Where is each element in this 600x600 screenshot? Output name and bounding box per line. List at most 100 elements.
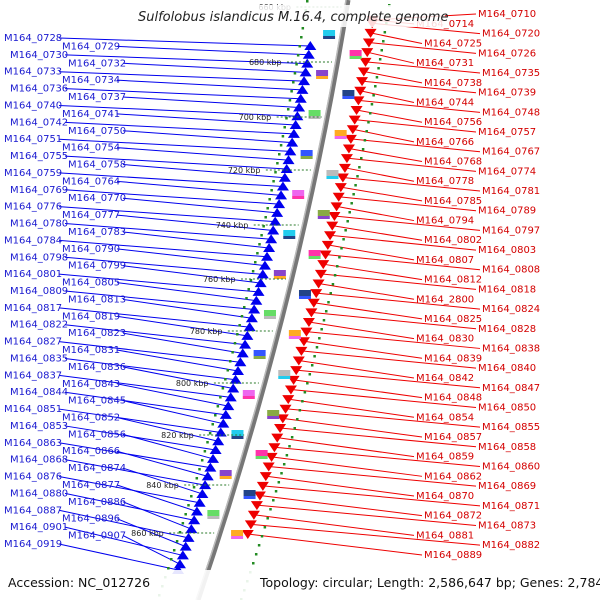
scale-dot xyxy=(286,108,290,111)
gene-feature-right xyxy=(262,462,275,472)
right-gene-label: M164_0735 xyxy=(482,68,540,79)
gene-feature-right xyxy=(340,154,353,164)
scale-dot xyxy=(282,463,286,466)
left-gene-label: M164_0852 xyxy=(62,413,120,424)
right-gene-label: M164_0807 xyxy=(416,255,474,266)
misc-feature-block xyxy=(255,456,268,459)
right-gene-label: M164_0889 xyxy=(424,550,482,561)
scale-dot xyxy=(303,391,307,394)
misc-feature-block xyxy=(263,310,276,316)
scale-tick-label: 740 kbp xyxy=(216,221,249,230)
right-gene-label: M164_0881 xyxy=(416,530,474,541)
left-connector xyxy=(64,492,195,521)
right-connector xyxy=(346,157,477,172)
left-connector xyxy=(58,206,276,223)
gene-feature-right xyxy=(321,240,334,250)
left-connector xyxy=(116,282,257,302)
right-connector xyxy=(318,282,415,300)
misc-feature-block xyxy=(342,96,355,99)
gene-feature-left xyxy=(201,471,214,481)
footer-background xyxy=(0,570,600,600)
gene-feature-right xyxy=(250,501,263,511)
right-gene-label: M164_0714 xyxy=(416,19,474,30)
scale-dot xyxy=(264,216,267,219)
misc-feature-block xyxy=(219,470,232,476)
misc-feature-block xyxy=(334,130,347,136)
left-connector xyxy=(116,349,239,372)
scale-dot xyxy=(224,378,227,381)
left-connector xyxy=(116,450,208,477)
right-connector xyxy=(367,51,415,64)
right-connector xyxy=(340,186,423,202)
right-connector xyxy=(336,205,415,222)
left-gene-label: M164_0919 xyxy=(4,539,62,550)
right-connector xyxy=(271,456,423,477)
gene-feature-left xyxy=(212,436,225,446)
right-connector xyxy=(342,176,481,192)
right-connector xyxy=(277,437,415,458)
left-connector xyxy=(64,357,236,381)
right-gene-label: M164_0731 xyxy=(416,58,474,69)
topology-text: Topology: circular; Length: 2,586,647 bp… xyxy=(259,575,600,590)
scale-dot xyxy=(184,513,187,516)
left-gene-label: M164_0896 xyxy=(62,514,120,525)
gene-feature-right xyxy=(284,385,297,395)
left-gene-label: M164_0901 xyxy=(10,522,68,533)
label-connector-lines xyxy=(58,13,481,571)
misc-feature-block xyxy=(349,56,362,59)
left-gene-label: M164_0844 xyxy=(10,387,68,398)
left-gene-label: M164_0887 xyxy=(4,505,62,516)
right-connector xyxy=(360,90,415,104)
scale-dot xyxy=(260,234,263,237)
scale-dot xyxy=(363,139,367,142)
scale-dot xyxy=(170,558,173,561)
left-gene-label: M164_0886 xyxy=(68,497,126,508)
gene-feature-right xyxy=(356,77,369,87)
right-gene-label: M164_0774 xyxy=(478,166,536,177)
left-connector xyxy=(116,518,186,548)
right-gene-label: M164_0872 xyxy=(424,511,482,522)
right-connector xyxy=(293,379,423,399)
scale-dot xyxy=(372,94,375,97)
scale-dot xyxy=(279,144,283,147)
scale-dot xyxy=(242,306,246,309)
scale-dot xyxy=(276,162,279,165)
left-connector xyxy=(122,231,270,249)
gene-feature-left xyxy=(227,383,240,393)
scale-tick-label: 780 kbp xyxy=(190,327,223,336)
scale-dot xyxy=(329,292,332,295)
right-gene-label: M164_0839 xyxy=(424,353,482,364)
right-gene-label: M164_0828 xyxy=(478,324,536,335)
right-connector xyxy=(323,263,423,281)
left-gene-label: M164_0817 xyxy=(4,303,62,314)
gene-feature-right xyxy=(364,28,377,38)
gene-feature-left xyxy=(291,111,304,121)
right-gene-label: M164_0757 xyxy=(478,127,536,138)
scale-dot xyxy=(254,553,258,556)
gene-feature-left xyxy=(222,401,235,411)
gene-feature-left xyxy=(287,128,300,138)
scale-dot xyxy=(245,297,248,300)
gene-feature-left xyxy=(304,41,317,50)
left-gene-label: M164_0851 xyxy=(4,404,62,415)
left-gene-label: M164_0780 xyxy=(10,219,68,230)
left-connector xyxy=(64,526,183,556)
left-connector xyxy=(122,467,203,495)
right-connector xyxy=(290,388,477,408)
scale-dot xyxy=(377,67,380,70)
scale-dot xyxy=(219,396,222,399)
gene-feature-left xyxy=(258,260,271,270)
scale-tick-label: 800 kbp xyxy=(176,379,209,388)
scale-dot xyxy=(301,27,305,30)
right-connector xyxy=(274,446,481,467)
gene-feature-right xyxy=(274,424,287,433)
misc-feature-block xyxy=(288,330,301,336)
left-connector xyxy=(116,147,289,161)
scale-dot xyxy=(306,382,309,385)
gene-feature-left xyxy=(256,269,269,279)
gene-feature-right xyxy=(319,250,332,260)
right-connector xyxy=(259,494,423,517)
left-connector xyxy=(116,79,303,91)
gene-feature-left xyxy=(276,181,289,191)
